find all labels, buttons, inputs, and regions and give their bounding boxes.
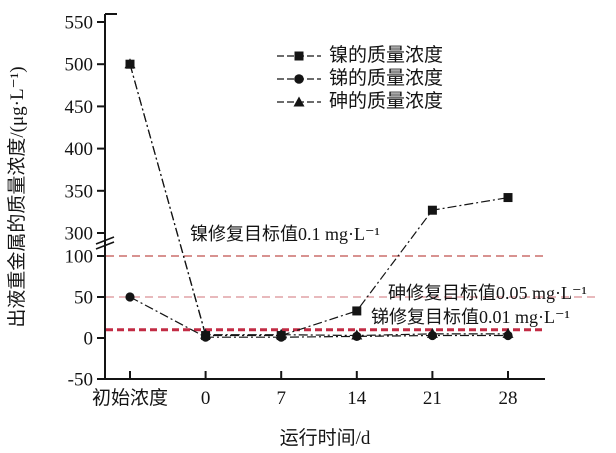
y-tick-label: 50: [74, 288, 93, 309]
x-tick-label: 28: [499, 388, 518, 409]
data-point-square: [503, 193, 513, 203]
axis-break-mark: [95, 236, 115, 245]
x-axis-title: 运行时间/d: [279, 428, 371, 449]
antimony-target-annotation: 锑修复目标值0.01 mg·L⁻¹: [371, 307, 570, 327]
data-point-triangle: [426, 327, 438, 338]
data-point-triangle: [275, 328, 287, 339]
y-axis-title: 出液重金属的质量浓度/(μg·L⁻¹): [7, 66, 28, 328]
legend-item-nickel: 镍的质量浓度: [276, 45, 443, 66]
axis-frame: [104, 14, 545, 380]
legend-item-arsenic: 砷的质量浓度: [276, 91, 443, 112]
x-tick-label: 14: [347, 388, 367, 409]
nickel-square-marker-icon: [277, 51, 321, 60]
y-tick-label: -50: [68, 370, 93, 391]
data-point-triangle: [502, 327, 514, 338]
legend-item-antimony: 锑的质量浓度: [276, 68, 443, 89]
x-tick-label: 初始浓度: [92, 387, 168, 409]
data-point-square: [352, 306, 362, 316]
y-tick-label: 450: [65, 97, 94, 118]
y-tick-label: 400: [65, 139, 94, 160]
axis-break-mark: [95, 241, 115, 250]
y-tick-label: 300: [65, 224, 94, 245]
arsenic-target-annotation: 砷修复目标值0.05 mg·L⁻¹: [388, 283, 587, 303]
y-tick-label: 100: [65, 247, 94, 268]
data-point-triangle: [351, 329, 363, 340]
x-tick-label: 0: [201, 388, 211, 409]
arsenic-triangle-marker-icon: [277, 96, 321, 106]
y-tick-label: 500: [65, 55, 94, 76]
legend: 镍的质量浓度 锑的质量浓度 砷的质量浓度: [276, 45, 443, 112]
x-tick-label: 21: [423, 388, 442, 409]
legend-label-nickel: 镍的质量浓度: [329, 45, 444, 66]
legend-label-arsenic: 砷的质量浓度: [329, 91, 444, 112]
x-tick-label: 7: [276, 388, 286, 409]
y-tick-label: 350: [65, 181, 94, 202]
data-point-triangle: [124, 58, 136, 69]
nickel-target-annotation: 镍修复目标值0.1 mg·L⁻¹: [190, 224, 380, 244]
series-line: [129, 64, 508, 337]
data-point-circle: [125, 292, 135, 302]
y-tick-label: 0: [84, 329, 94, 350]
y-tick-label: 550: [65, 13, 94, 34]
series-line: [129, 296, 508, 338]
data-point-triangle: [200, 328, 212, 339]
antimony-circle-marker-icon: [277, 73, 321, 84]
legend-label-antimony: 锑的质量浓度: [329, 68, 444, 89]
data-point-square: [427, 205, 437, 215]
